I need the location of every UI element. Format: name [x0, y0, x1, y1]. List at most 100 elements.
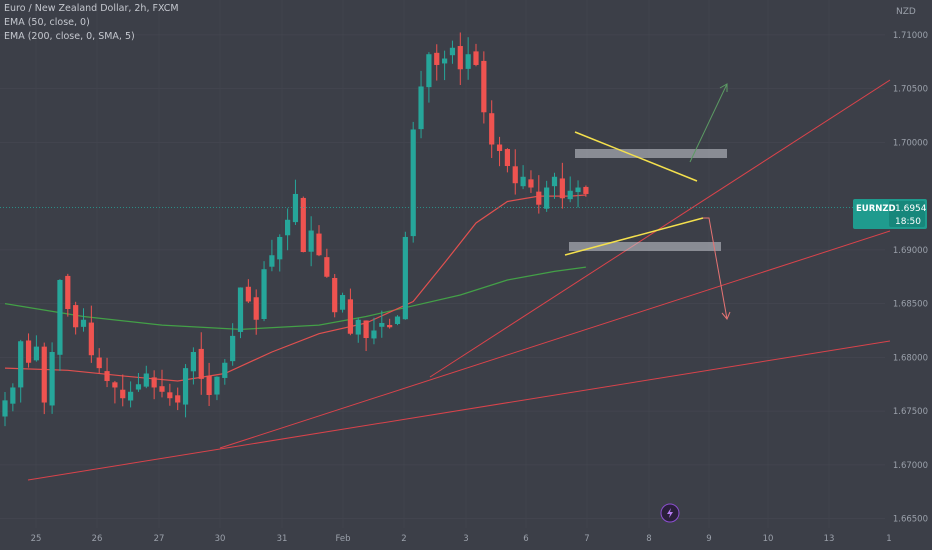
candle: [73, 301, 79, 335]
candle: [316, 225, 322, 257]
candle: [363, 320, 369, 352]
candle: [551, 172, 558, 199]
candle: [457, 32, 463, 86]
candle: [308, 216, 314, 267]
bullish-arrow-head: [719, 83, 728, 92]
candle: [324, 248, 330, 278]
candle: [10, 383, 16, 412]
candle: [230, 323, 236, 366]
support-zone: [569, 242, 721, 251]
chart-title: Euro / New Zealand Dollar, 2h, FXCM: [4, 3, 179, 14]
candle: [536, 175, 542, 214]
ema200-line: [4, 266, 586, 331]
bar-countdown: 18:50: [895, 217, 921, 227]
candle: [245, 279, 251, 304]
candles: [2, 32, 589, 427]
candle: [434, 44, 440, 81]
candle: [33, 335, 39, 362]
candle: [57, 279, 63, 371]
lightning-icon[interactable]: [660, 503, 680, 523]
x-tick-label: 1: [886, 534, 891, 544]
x-tick-label: 10: [763, 534, 774, 544]
price-axis[interactable]: 1.71000 1.70500 1.70000 1.69000 1.68500 1.680…: [893, 31, 928, 525]
candle: [277, 234, 283, 272]
y-tick-label: 1.68000: [893, 353, 928, 363]
candle: [465, 37, 471, 80]
bearish-arrow-head: [721, 311, 731, 320]
candle: [25, 333, 32, 368]
candle: [583, 185, 589, 197]
candle: [402, 231, 408, 320]
candle: [237, 287, 244, 339]
trendlines: [27, 79, 891, 481]
resistance-zone: [575, 149, 727, 158]
indicator-ema50-label[interactable]: EMA (50, close, 0): [4, 17, 90, 28]
projection-arrows: [689, 83, 731, 320]
y-tick-label: 1.69000: [893, 246, 928, 256]
candle: [206, 362, 212, 407]
candle: [544, 180, 550, 212]
candle: [18, 339, 24, 403]
candle: [559, 162, 565, 209]
x-tick-label: 9: [706, 534, 711, 544]
candle: [80, 308, 87, 332]
x-tick-label: 25: [31, 534, 42, 544]
candle: [481, 51, 487, 124]
candle: [387, 318, 393, 329]
x-tick-label: 6: [523, 534, 528, 544]
y-tick-label: 1.68500: [893, 300, 928, 310]
indicator-ema200-label[interactable]: EMA (200, close, 0, SMA, 5): [4, 31, 135, 42]
candle: [120, 374, 126, 407]
candle: [426, 52, 432, 103]
candle: [190, 347, 196, 385]
candle: [112, 380, 118, 404]
candle: [269, 239, 275, 272]
grid: [0, 34, 885, 519]
candle: [473, 43, 479, 67]
candle: [175, 387, 181, 411]
x-tick-label: 27: [154, 534, 165, 544]
candle: [528, 170, 534, 193]
y-tick-label: 1.66500: [893, 515, 928, 525]
x-tick-label: 26: [92, 534, 103, 544]
x-tick-label: 3: [463, 534, 468, 544]
candle: [512, 149, 518, 195]
candle: [167, 383, 173, 406]
triangle-upper-line: [574, 131, 698, 182]
y-tick-label: 1.70000: [893, 138, 928, 148]
candle: [575, 180, 581, 208]
candle: [504, 148, 510, 173]
y-tick-label: 1.71000: [893, 31, 928, 41]
currency-label: NZD: [896, 7, 916, 17]
y-tick-label: 1.67000: [893, 461, 928, 471]
candle: [151, 370, 157, 400]
zones: [569, 149, 727, 251]
trendline-middle: [219, 230, 891, 449]
candle: [300, 196, 306, 253]
candle: [198, 332, 204, 395]
candle: [159, 369, 165, 398]
candle: [182, 364, 189, 418]
trendline-lower: [27, 340, 891, 481]
candle: [253, 289, 259, 335]
candle: [371, 317, 377, 345]
candle: [2, 391, 8, 427]
candle: [285, 208, 291, 251]
candle: [489, 100, 495, 158]
candle: [65, 273, 71, 317]
x-tick-label: Feb: [335, 534, 350, 544]
candle: [214, 376, 220, 401]
bearish-arrow: [703, 217, 728, 320]
candle: [449, 40, 456, 64]
candle: [442, 50, 448, 81]
candle: [410, 121, 416, 243]
candle: [339, 292, 346, 313]
candle: [355, 317, 361, 343]
candle: [135, 373, 142, 392]
time-axis[interactable]: 25 26 27 30 31 Feb 2 3 6 7 8 9 10 13 1: [31, 534, 892, 544]
candle: [394, 315, 401, 326]
candle: [41, 342, 47, 415]
candle: [379, 310, 385, 338]
